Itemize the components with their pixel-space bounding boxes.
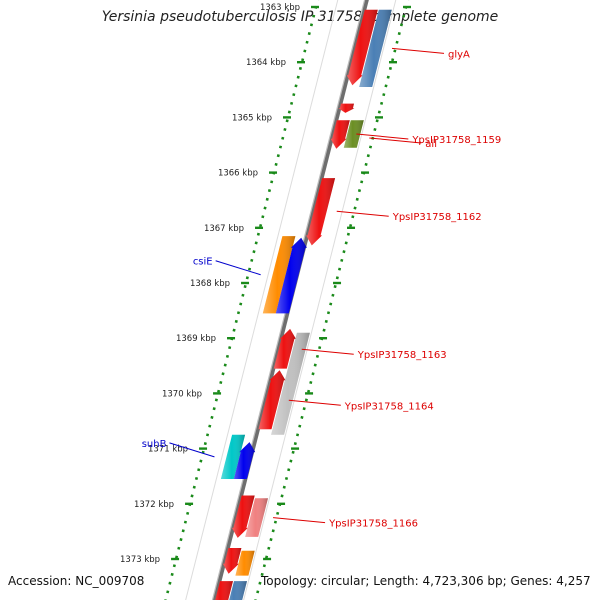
tick-label: 1373 kbp — [120, 555, 160, 565]
feature-label: YpsIP31758_1166 — [328, 519, 418, 530]
tick-label: 1369 kbp — [176, 334, 216, 344]
dotted-guide-lines — [164, 0, 410, 600]
tick-marks — [171, 5, 411, 561]
gene-feature-shading — [258, 370, 286, 430]
feature-leader-line — [169, 442, 215, 458]
gene-feature-shading — [229, 581, 247, 600]
gene-feature-shading — [346, 9, 378, 86]
gene-feature[interactable] — [258, 370, 286, 430]
gene-feature-shading — [343, 120, 364, 148]
gene-feature-shading — [231, 495, 255, 538]
inner-rail-left — [185, 0, 339, 600]
accession-text: Accession: NC_009708 — [8, 574, 145, 588]
gene-feature[interactable] — [245, 498, 268, 537]
gene-feature[interactable] — [223, 581, 247, 600]
gene-feature[interactable] — [271, 332, 310, 435]
tick-label: 1365 kbp — [232, 113, 272, 123]
gene-feature-shading — [245, 498, 268, 537]
feature-leader-line — [369, 137, 422, 144]
gene-feature-shading — [338, 103, 355, 113]
gene-feature-shading — [330, 120, 350, 149]
gene-feature[interactable] — [262, 236, 296, 314]
feature-leader-line — [288, 399, 341, 406]
feature-label: YpsIP31758_1162 — [392, 212, 482, 223]
feature-label: YpsIP31758_1159 — [411, 135, 501, 146]
gene-feature[interactable] — [343, 120, 364, 148]
gene-feature-shading — [220, 434, 246, 479]
dotted-guide-right — [254, 0, 410, 600]
feature-label: ail — [425, 139, 437, 150]
gene-feature[interactable] — [346, 9, 378, 86]
gene-feature[interactable] — [273, 328, 296, 369]
tick-label: 1368 kbp — [190, 279, 230, 289]
tick-label: 1367 kbp — [204, 224, 244, 234]
gene-feature[interactable] — [275, 237, 307, 314]
gene-feature-shading — [235, 550, 255, 576]
feature-leader-line — [356, 133, 409, 140]
tick-label: 1370 kbp — [162, 389, 202, 399]
feature-layer — [210, 9, 392, 600]
tick-label: 1371 kbp — [148, 445, 188, 455]
gene-feature[interactable] — [222, 548, 242, 574]
feature-label: YpsIP31758_1164 — [344, 401, 434, 412]
tick-label: 1364 kbp — [246, 58, 286, 68]
tick-labels: 1363 kbp 1364 kbp 1365 kbp 1366 kbp 1367 kbp… — [120, 3, 300, 565]
gene-feature[interactable] — [306, 178, 336, 246]
gene-feature[interactable] — [231, 495, 255, 538]
gene-feature-shading — [233, 442, 256, 479]
feature-leader-line — [301, 348, 354, 355]
feature-leader-line — [273, 517, 326, 524]
feature-label: YpsIP31758_1163 — [357, 350, 447, 361]
gene-feature-shading — [222, 548, 242, 574]
gene-feature[interactable] — [233, 442, 256, 479]
gene-feature-shading — [359, 9, 392, 87]
tick-label: 1366 kbp — [218, 169, 258, 179]
map-title: Yersinia pseudotuberculosis IP 31758, co… — [101, 9, 499, 25]
gene-feature-shading — [306, 178, 336, 246]
feature-leader-line — [391, 47, 445, 54]
gene-feature[interactable] — [210, 581, 233, 600]
gene-feature-shading — [273, 328, 296, 369]
gene-feature-shading — [262, 236, 296, 314]
feature-label: glyA — [448, 49, 470, 60]
gene-feature-shading — [271, 332, 310, 435]
feature-leader-line — [215, 260, 261, 276]
feature-label: csiE — [193, 257, 213, 268]
feature-leader-line — [336, 210, 389, 217]
tick-label: 1372 kbp — [134, 500, 174, 510]
gene-feature-shading — [275, 237, 307, 314]
gene-feature[interactable] — [330, 120, 350, 149]
gene-feature[interactable] — [359, 9, 392, 87]
dotted-guide-left — [164, 0, 320, 600]
topology-text: Topology: circular; Length: 4,723,306 bp… — [261, 574, 591, 588]
inner-rail-right — [243, 0, 397, 600]
gene-feature-shading — [215, 581, 233, 600]
gene-feature[interactable] — [235, 550, 255, 576]
feature-label: suhB — [142, 439, 167, 450]
gene-feature[interactable] — [338, 103, 355, 113]
tick-label: 1363 kbp — [260, 3, 300, 13]
gene-feature[interactable] — [220, 434, 246, 479]
